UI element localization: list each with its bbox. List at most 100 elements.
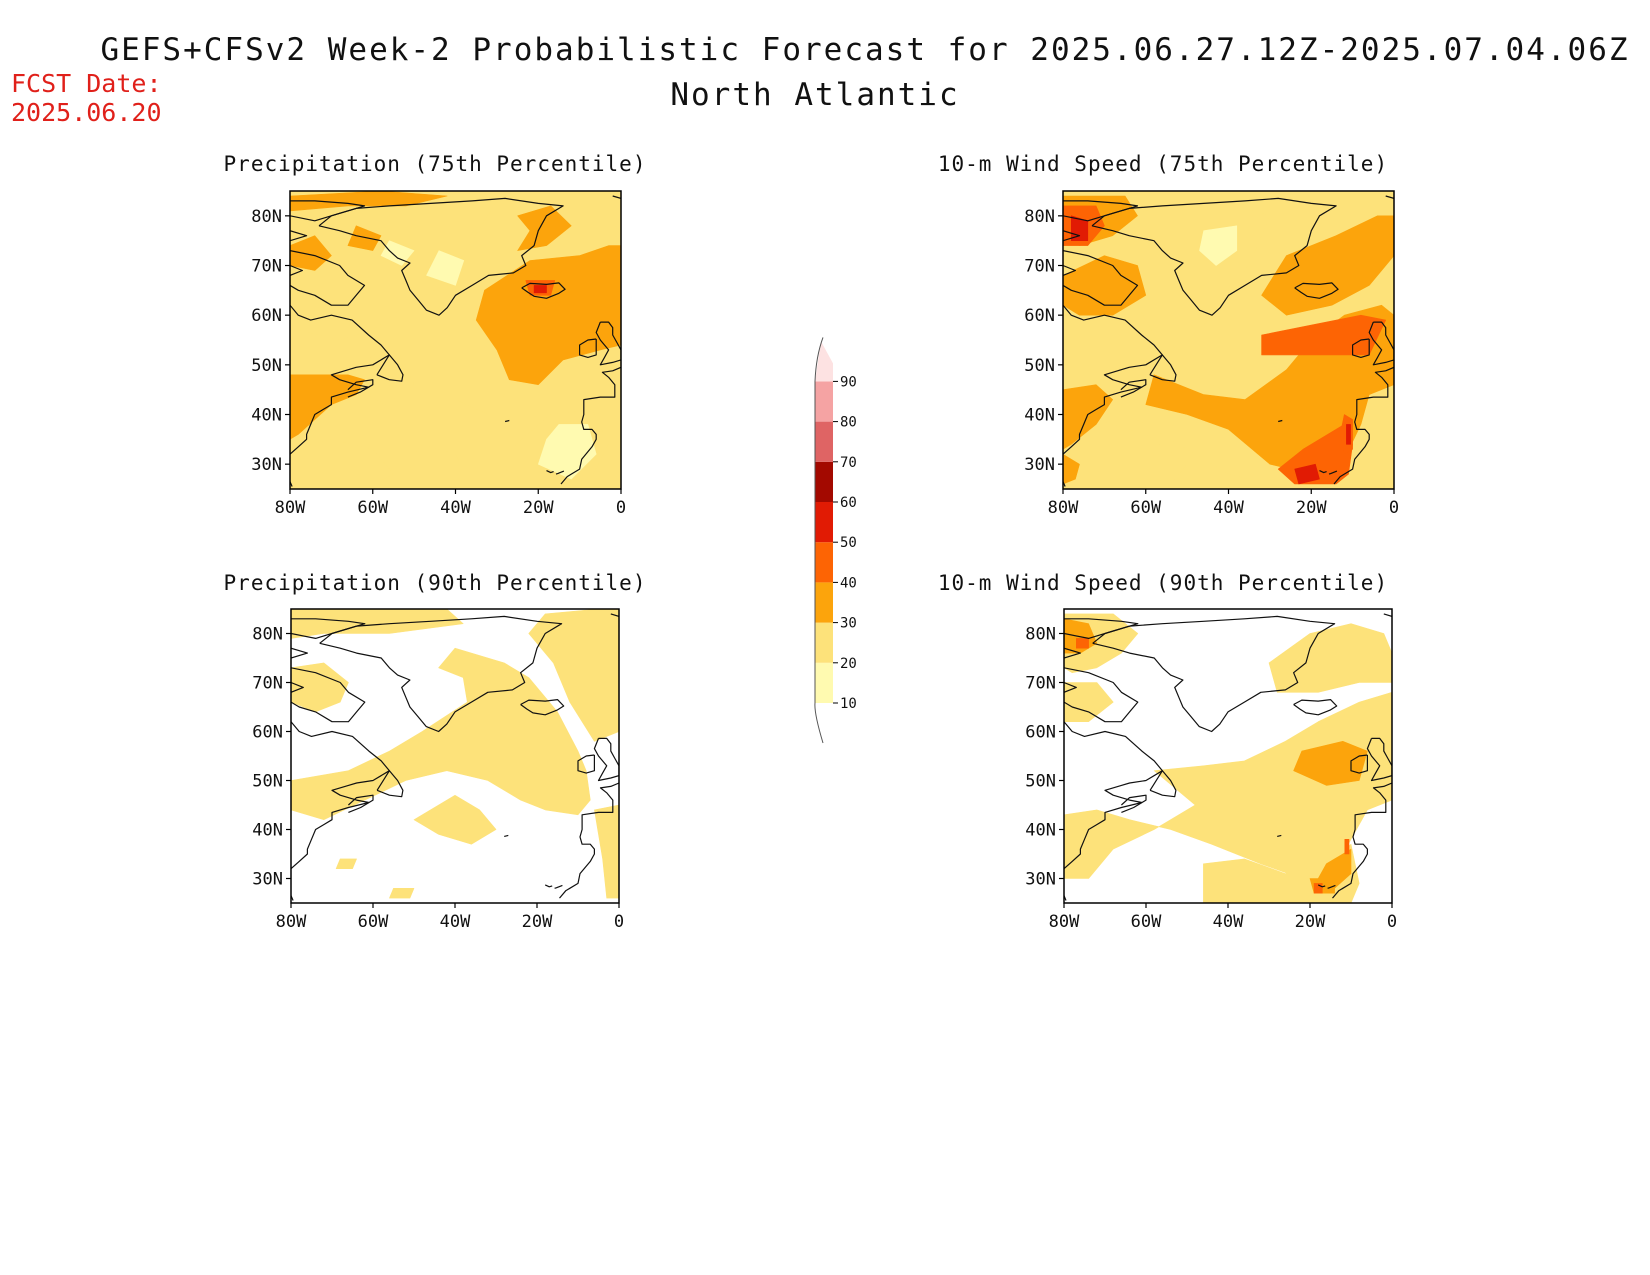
probability-contour [1344,838,1350,855]
coastline [577,754,596,774]
lon-tick-label: 0 [1389,498,1399,518]
probability-contour [455,374,506,415]
colorbar-label: 10 [840,696,857,712]
colorbar-segment [815,622,833,663]
lon-tick-label: 40W [440,498,471,518]
lat-tick-label: 30N [1025,870,1056,890]
colorbar-segment [815,461,833,502]
colorbar-segment [815,341,833,382]
probability-contour [1261,215,1394,316]
lon-tick-label: 0 [1387,912,1397,932]
coastline [1368,321,1394,366]
map-panel-wind-75: 80N 70N 60N 50N 40N 30N 80W 60W 40W 20W 0 [1024,190,1399,518]
coastline [290,264,303,276]
coastline [560,366,621,485]
probability-contour [291,609,464,639]
probability-contour [389,887,415,899]
panel-title-precip-90: Precipitation (90th Percentile) [223,571,647,595]
colorbar-segment [815,542,833,583]
colorbar-label: 20 [840,656,857,672]
coastline [290,250,366,306]
coastline [1317,884,1326,888]
coastline [1350,754,1369,774]
probability-contour [290,438,394,489]
lon-tick-label: 80W [275,498,306,518]
probability-contour [1064,691,1392,879]
probability-contour [533,285,547,294]
lat-tick-label: 60N [1024,306,1055,326]
map-subtitle: North Atlantic [670,77,960,113]
coastline [1294,282,1339,299]
lat-tick-label: 50N [252,772,283,792]
coastline [1063,304,1163,455]
coastline [554,884,563,889]
lon-tick-label: 20W [1296,498,1327,518]
coastline [1332,782,1392,899]
coastline [1351,338,1370,358]
lon-tick-label: 80W [276,912,307,932]
lon-tick-label: 0 [616,498,626,518]
colorbar-label: 60 [840,495,857,511]
lat-tick-label: 70N [251,257,282,277]
coastline [376,354,404,382]
probability-contour [1313,883,1323,894]
coastline [1063,200,1139,222]
probability-contour [594,804,619,899]
coastline [520,698,565,716]
coastline [593,737,619,782]
coastline [319,615,563,733]
coastline [1064,618,1139,640]
lat-tick-label: 40N [251,406,282,426]
coastline-layer [1064,613,1392,901]
coastline-layer [290,195,621,487]
panel-title-wind-75: 10-m Wind Speed (75th Percentile) [937,152,1389,176]
lat-tick-label: 30N [252,870,283,890]
probability-shading [291,609,619,899]
lon-tick-label: 20W [523,498,554,518]
lon-tick-label: 60W [358,912,389,932]
colorbar-segment [815,381,833,422]
colorbar: 10 20 30 40 50 60 70 80 90 [814,337,857,744]
probability-contour [347,349,415,405]
probability-contour [1076,638,1089,649]
lat-tick-label: 50N [1024,356,1055,376]
coastline [546,470,554,474]
probability-contour [475,245,621,386]
coastline [1120,379,1147,398]
colorbar-segment [815,582,833,623]
lon-tick-label: 60W [357,498,388,518]
lat-tick-label: 60N [1025,723,1056,743]
coastline-layer [1063,195,1394,487]
coastline [1385,195,1394,199]
coastline [318,197,564,316]
lon-tick-label: 40W [440,912,471,932]
coastline [291,667,366,723]
colorbar-label: 90 [840,374,857,390]
panel-title-precip-75: Precipitation (75th Percentile) [223,152,647,176]
lat-tick-label: 30N [1024,455,1055,475]
lon-tick-label: 20W [1295,912,1326,932]
probability-contour [380,240,415,266]
panel-title-wind-90: 10-m Wind Speed (90th Percentile) [937,571,1389,595]
coastline [1092,615,1336,733]
probability-contour [347,225,382,251]
lon-tick-label: 40W [1213,498,1244,518]
colorbar-segment [815,502,833,543]
coastline [1064,647,1082,659]
coastline [1366,737,1392,782]
probability-contour [528,609,619,742]
coastline [521,282,566,299]
coastline [1149,770,1177,798]
lat-tick-label: 30N [251,455,282,475]
lon-tick-label: 0 [614,912,624,932]
coastline [1063,230,1081,242]
coastline [347,794,374,813]
coastline [376,770,404,798]
probability-contour [426,250,465,286]
probability-contour [335,858,357,870]
coastline [1064,667,1139,723]
probability-contour [290,195,498,341]
colorbar-segment [815,662,833,703]
forecast-date-label: FCST Date: [11,69,162,98]
